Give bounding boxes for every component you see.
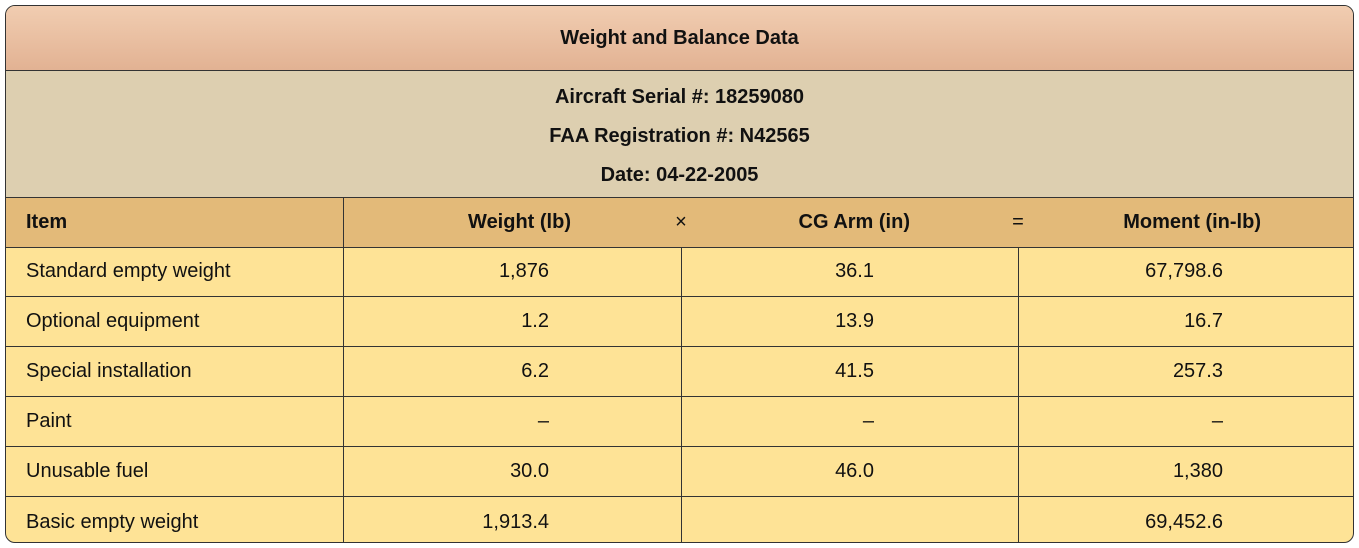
table-row: Basic empty weight 1,913.4 69,452.6 — [6, 497, 1353, 542]
cell-value — [681, 497, 1018, 542]
column-header: Item — [26, 211, 68, 233]
header-row: Item Weight (lb) CG Arm (in) Moment (in-lb)… — [6, 198, 1353, 248]
info-line: FAA Registration #: N42565 — [549, 125, 810, 147]
table-row: Unusable fuel 30.0 46.0 1,380 — [6, 447, 1353, 497]
info-band: Aircraft Serial #: 18259080 FAA Registrat… — [6, 71, 1353, 198]
row-label: Optional equipment — [26, 310, 200, 332]
cell-value: 13.9 — [835, 310, 874, 332]
cell-value: 46.0 — [835, 460, 874, 482]
cell-value: 36.1 — [835, 260, 874, 282]
title-band: Weight and Balance Data — [6, 6, 1353, 71]
column-header: CG Arm (in) — [798, 211, 910, 233]
row-label: Basic empty weight — [26, 510, 199, 533]
cell-value: 16.7 — [1184, 310, 1223, 332]
table-row: Optional equipment 1.2 13.9 16.7 — [6, 297, 1353, 347]
row-label: Standard empty weight — [26, 260, 231, 282]
column-divider — [343, 297, 344, 346]
column-divider — [1018, 297, 1019, 346]
cell-value: 69,452.6 — [1145, 510, 1223, 533]
column-divider — [343, 397, 344, 446]
column-divider — [1018, 447, 1019, 496]
column-divider — [681, 497, 682, 542]
info-line: Aircraft Serial #: 18259080 — [554, 86, 805, 108]
cell-value: 1,380 — [1172, 460, 1223, 482]
column-divider — [343, 247, 344, 296]
column-divider — [343, 497, 344, 542]
column-header: Weight (lb) — [468, 211, 571, 233]
column-divider — [681, 247, 682, 296]
cell-value: – — [862, 410, 874, 432]
cell-value: 41.5 — [835, 360, 874, 382]
row-label: Unusable fuel — [26, 460, 149, 482]
cell-value: 1,876 — [498, 260, 549, 282]
row-label: Paint — [26, 410, 72, 432]
column-header: Moment (in-lb) — [1123, 211, 1261, 233]
row-label: Special installation — [26, 360, 192, 382]
table-row: Standard empty weight 1,876 36.1 67,798.6 — [6, 247, 1353, 297]
cell-value: 257.3 — [1172, 360, 1223, 382]
table-row: Paint – – – — [6, 397, 1353, 447]
column-divider — [1018, 397, 1019, 446]
column-divider — [1018, 347, 1019, 396]
cell-value: 6.2 — [521, 360, 549, 382]
table-card: Weight and Balance Data Aircraft Serial … — [5, 5, 1354, 543]
column-divider — [681, 397, 682, 446]
cell-value: 1,913.4 — [482, 510, 549, 533]
info-line: Date: 04-22-2005 — [600, 164, 759, 186]
column-divider — [681, 297, 682, 346]
column-divider — [343, 347, 344, 396]
column-divider — [1018, 247, 1019, 296]
column-divider — [343, 447, 344, 496]
column-divider — [681, 347, 682, 396]
title: Weight and Balance Data — [560, 26, 799, 49]
column-divider — [1018, 497, 1019, 542]
cell-value: 30.0 — [510, 460, 549, 482]
cell-value: 67,798.6 — [1145, 260, 1223, 282]
table-row: Special installation 6.2 41.5 257.3 — [6, 347, 1353, 397]
cell-value: 1.2 — [521, 310, 549, 332]
operator: = — [1012, 211, 1024, 233]
operator: × — [675, 211, 687, 233]
column-divider — [681, 447, 682, 496]
cell-value: – — [1211, 410, 1223, 432]
column-divider — [343, 198, 344, 247]
cell-value: – — [537, 410, 549, 432]
